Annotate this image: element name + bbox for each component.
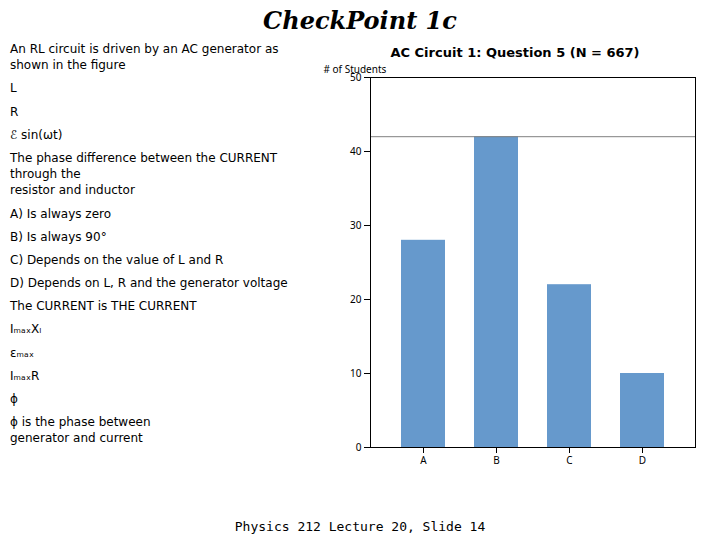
html-text:Physics 212 Lecture 20, Slide: Physics 212 Lecture 20, Slide 14 [234, 519, 486, 534]
svg-text:50: 50 [350, 69, 362, 84]
html-text:AC Circuit 1: Question 5 (N =: AC Circuit 1: Question 5 (N = 667) [390, 45, 640, 60]
html-text:D) Depends on L, R and the gen: D) Depends on L, R and the generator vol… [10, 276, 288, 291]
svg-text:A: A [420, 453, 427, 467]
html-text:ϕ: ϕ [10, 392, 18, 406]
html-text:The phase difference between t: The phase difference between the CURRENT… [10, 150, 278, 198]
html-text:ϕ is the phase between generat: ϕ is the phase between generator and cur… [10, 415, 151, 446]
html-text:C) Depends on the value of L a: C) Depends on the value of L and R [10, 252, 224, 267]
svg-text:C: C [566, 453, 573, 467]
html-text:B) Is always 90°: B) Is always 90° [10, 229, 107, 244]
html-text:The CURRENT is THE CURRENT: The CURRENT is THE CURRENT [10, 299, 197, 314]
html-text:A) Is always zero: A) Is always zero [10, 206, 111, 221]
svg-text:10: 10 [350, 366, 362, 380]
html-text:ℰ sin(ωt): ℰ sin(ωt) [10, 127, 63, 142]
html-text:An RL circuit is driven by an: An RL circuit is driven by an AC generat… [10, 42, 279, 73]
svg-text:B: B [493, 453, 500, 467]
svg-text:40: 40 [350, 144, 362, 158]
svg-text:# of Students: # of Students [324, 62, 387, 76]
svg-text:30: 30 [350, 218, 362, 232]
html-text:CheckPoint 1c: CheckPoint 1c [263, 6, 457, 35]
html-text:IₘₐₓXₗ: IₘₐₓXₗ [10, 322, 42, 337]
svg-text:D: D [639, 453, 646, 467]
html-text:IₘₐₓR: IₘₐₓR [10, 368, 40, 383]
svg-text:20: 20 [350, 292, 362, 306]
html-text:εₘₐₓ: εₘₐₓ [10, 345, 34, 360]
html-text:L: L [10, 81, 17, 96]
html-text:R: R [10, 104, 19, 119]
svg-text:0: 0 [356, 440, 362, 454]
